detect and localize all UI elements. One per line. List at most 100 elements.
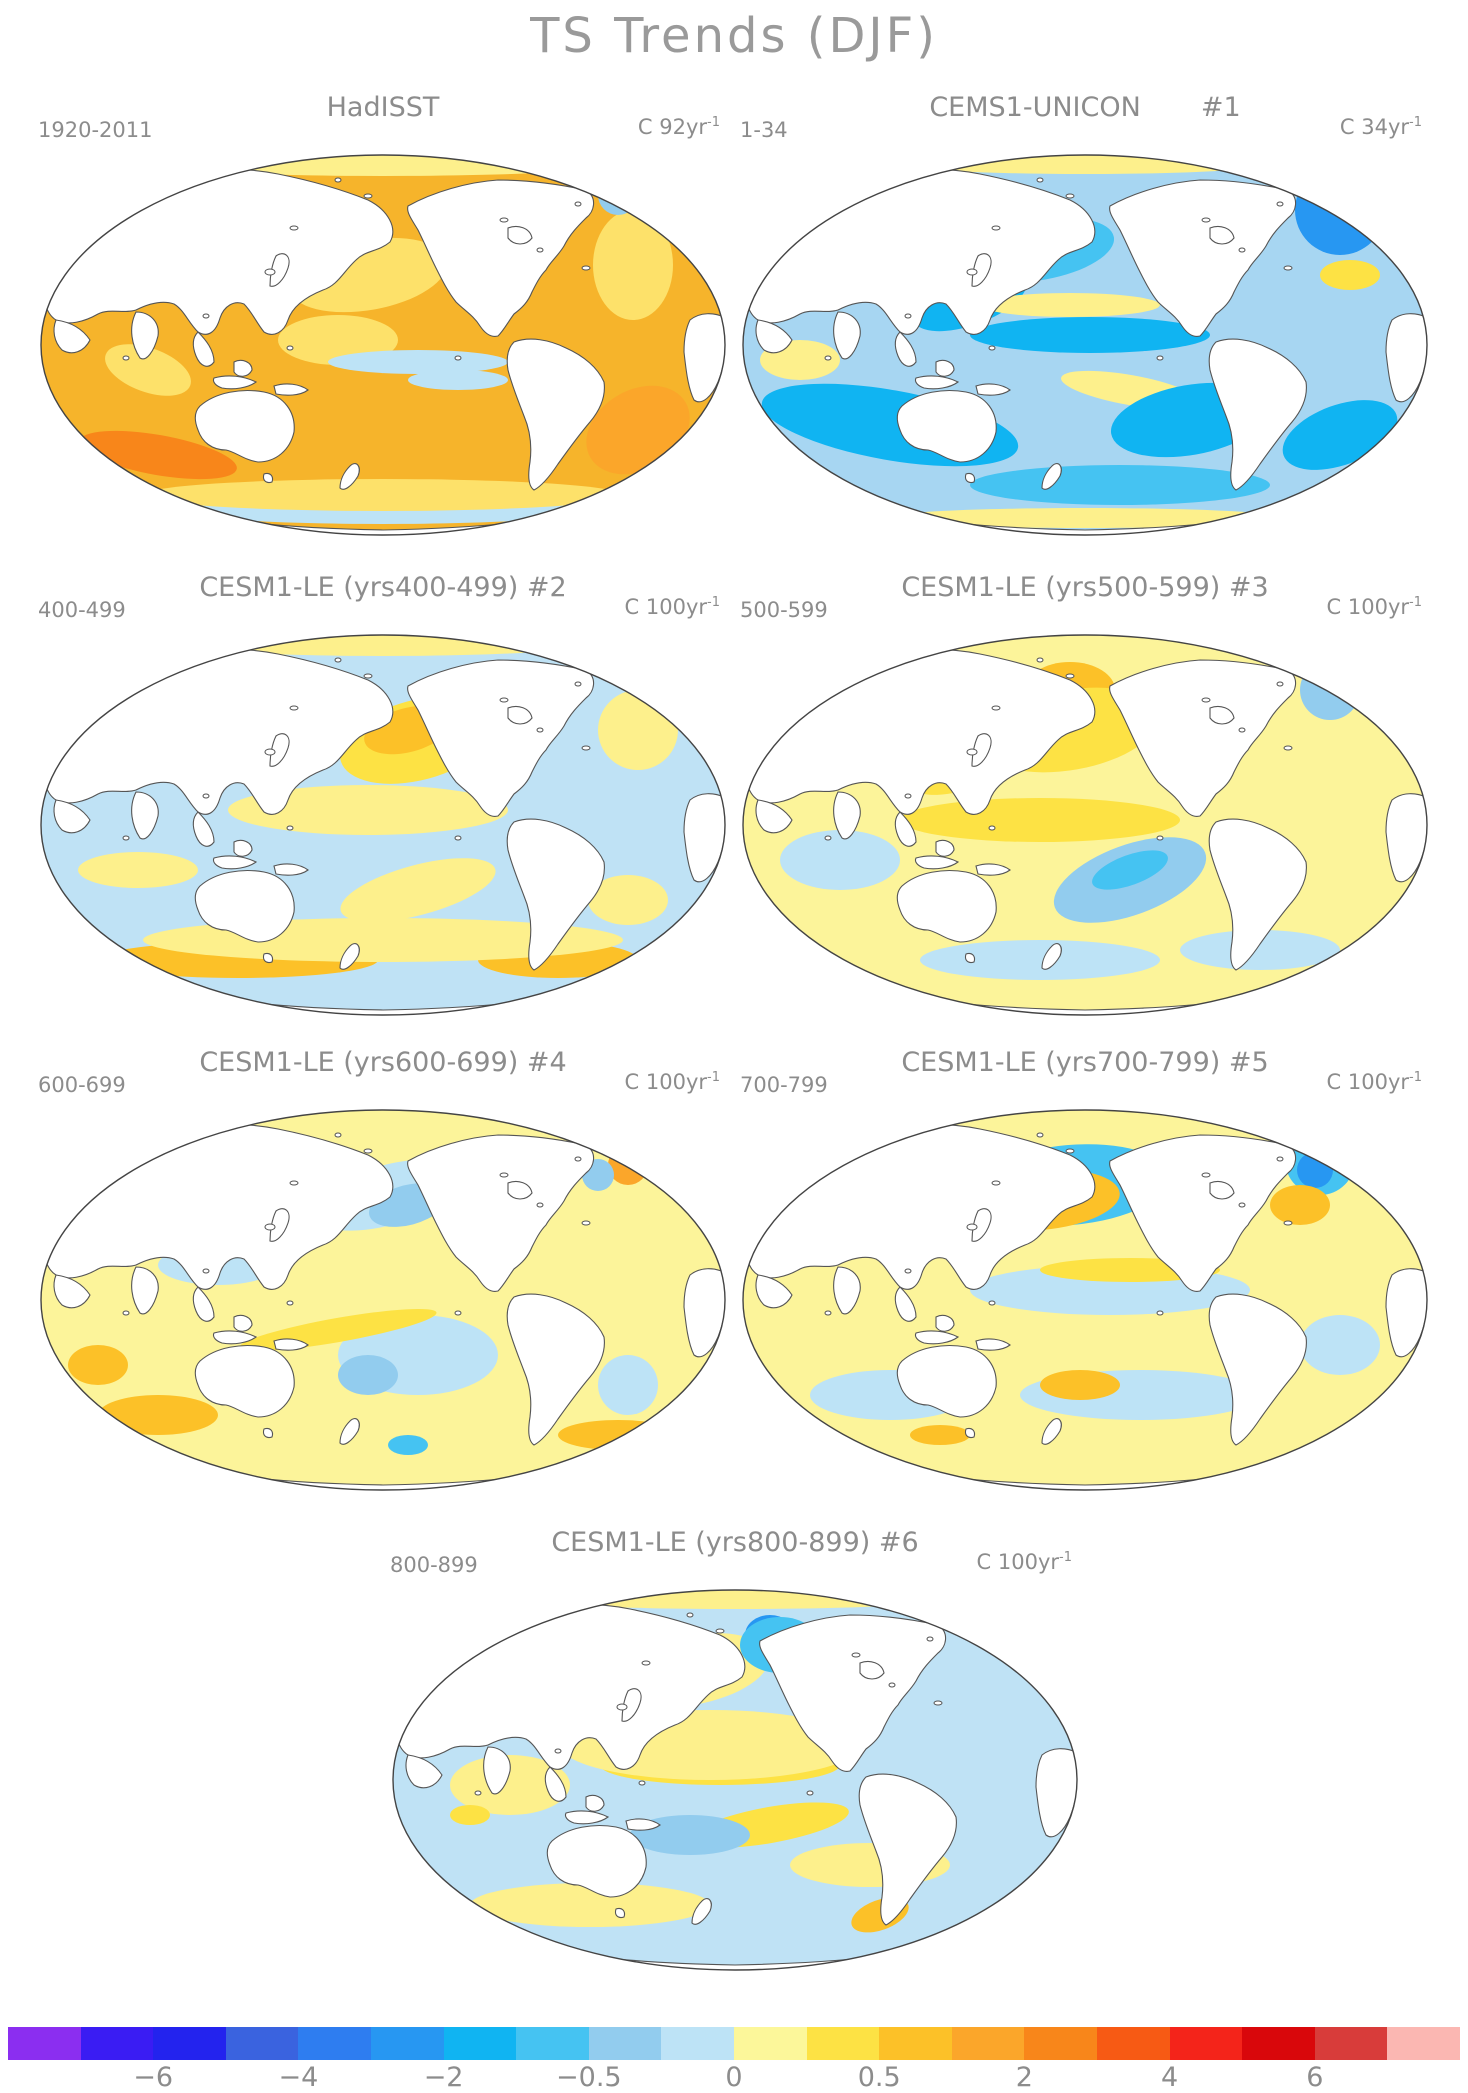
land-nz [339, 1418, 360, 1445]
map-projection-border [40, 154, 726, 536]
colorbar-tick-label: −2 [423, 2062, 464, 2093]
north-atlantic-cool [1300, 660, 1360, 720]
land-island [991, 1180, 1001, 1186]
land-island [1283, 265, 1293, 271]
land-africa [1385, 1268, 1427, 1358]
southern-cool-deep [388, 1435, 428, 1455]
colorbar-tick-label: −4 [278, 2062, 319, 2093]
indian-ocean-yellow [78, 852, 198, 888]
land-tasmania [964, 952, 976, 964]
land-island [1201, 697, 1211, 703]
colorbar-swatch [1242, 2027, 1316, 2060]
equatorial-warm-band [980, 293, 1160, 317]
map-svg [40, 1109, 726, 1491]
north-atlantic-warm [608, 1145, 648, 1185]
units-label: C 34yr-1 [1339, 115, 1422, 139]
land-island [264, 1223, 276, 1231]
map-panel-le5: CESM1-LE (yrs700-799) #5 700-799 C 100yr… [740, 1047, 1430, 1505]
land-india [131, 1266, 159, 1315]
north-atlantic-warm-patch [1320, 260, 1380, 290]
land-tasmania [262, 472, 274, 484]
land-island [1156, 1310, 1164, 1316]
land-hudson [1209, 705, 1235, 725]
land-tasmania [262, 1427, 274, 1439]
land-africa [683, 793, 725, 883]
tropical-warm-band [900, 798, 1180, 842]
units-label: C 100yr-1 [624, 595, 720, 619]
colorbar-swatch [1169, 2027, 1243, 2060]
land-island [1156, 355, 1164, 361]
land-australia [194, 869, 295, 943]
land-island [574, 1156, 582, 1162]
land-island [334, 177, 342, 183]
land-india [833, 791, 861, 840]
map-svg [742, 634, 1428, 1016]
land-australia [896, 389, 997, 463]
north-atlantic-cool-deep [1328, 670, 1352, 690]
southern-warm-patch [68, 1345, 128, 1385]
land-island [454, 1310, 462, 1316]
land-island [1283, 745, 1293, 751]
land-tasmania [262, 952, 274, 964]
land-seasia [894, 1286, 917, 1322]
period-label: 1920-2011 [38, 118, 153, 142]
land-island [536, 1202, 544, 1208]
land-island [851, 1652, 861, 1658]
land-borneo [935, 839, 955, 857]
colorbar [8, 2027, 1461, 2060]
southern-warm-patch [910, 1425, 970, 1445]
land-island [824, 355, 832, 361]
land-island [202, 793, 210, 799]
map-projection-border [40, 1109, 726, 1491]
land-island [363, 1148, 373, 1154]
colorbar-swatch [588, 2027, 662, 2060]
arctic-cool-patch [598, 175, 638, 215]
land-island [1238, 727, 1246, 733]
north-atlantic-yellow-patch [593, 210, 673, 320]
indian-ocean-cool [780, 830, 900, 890]
southern-warm-band [558, 1420, 678, 1450]
land-island [122, 1310, 130, 1316]
colorbar-swatch [951, 2027, 1025, 2060]
southern-cool-band [970, 465, 1270, 505]
land-india [833, 1266, 861, 1315]
land-island [264, 268, 276, 276]
panel-title: CEMS1-UNICON #1 [929, 92, 1241, 123]
land-samerica [1208, 818, 1307, 971]
land-india [131, 791, 159, 840]
colorbar-swatch [1387, 2027, 1461, 2060]
map-panel-hadisst: HadISST 1920-2011 C 92yr-1 [38, 92, 728, 550]
land-island [1065, 673, 1075, 679]
units-label: C 92yr-1 [637, 115, 720, 139]
south-atlantic-orange-patch [586, 385, 690, 475]
arctic-yellow-band [163, 635, 603, 656]
land-africa [683, 1268, 725, 1358]
land-island [824, 835, 832, 841]
north-atlantic-deep-cool [1342, 181, 1378, 209]
land-newguinea [273, 1338, 309, 1351]
land-seasia [192, 1286, 215, 1322]
land-island [988, 345, 996, 351]
land-island [536, 247, 544, 253]
colorbar-tick-label: 2 [1015, 2062, 1033, 2093]
land-india [833, 311, 861, 360]
tropical-pacific-yellow [228, 785, 508, 835]
southern-yellow-fringe [143, 479, 623, 511]
map-projection-border [742, 154, 1428, 536]
land-borneo [233, 839, 253, 857]
land-tasmania [964, 472, 976, 484]
land-island [574, 681, 582, 687]
land-australia [546, 1824, 647, 1898]
land-samerica [1208, 1293, 1307, 1446]
land-island [286, 345, 294, 351]
equatorial-pacific-cool-band [328, 350, 508, 374]
arctic-yellow-band [505, 1590, 965, 1609]
colorbar-swatch [371, 2027, 445, 2060]
land-samerica [506, 1293, 605, 1446]
land-newguinea [625, 1818, 661, 1831]
land-island [334, 657, 342, 663]
land-island [289, 1180, 299, 1186]
land-island [499, 697, 509, 703]
land-island [581, 265, 591, 271]
land-island [1065, 1148, 1075, 1154]
